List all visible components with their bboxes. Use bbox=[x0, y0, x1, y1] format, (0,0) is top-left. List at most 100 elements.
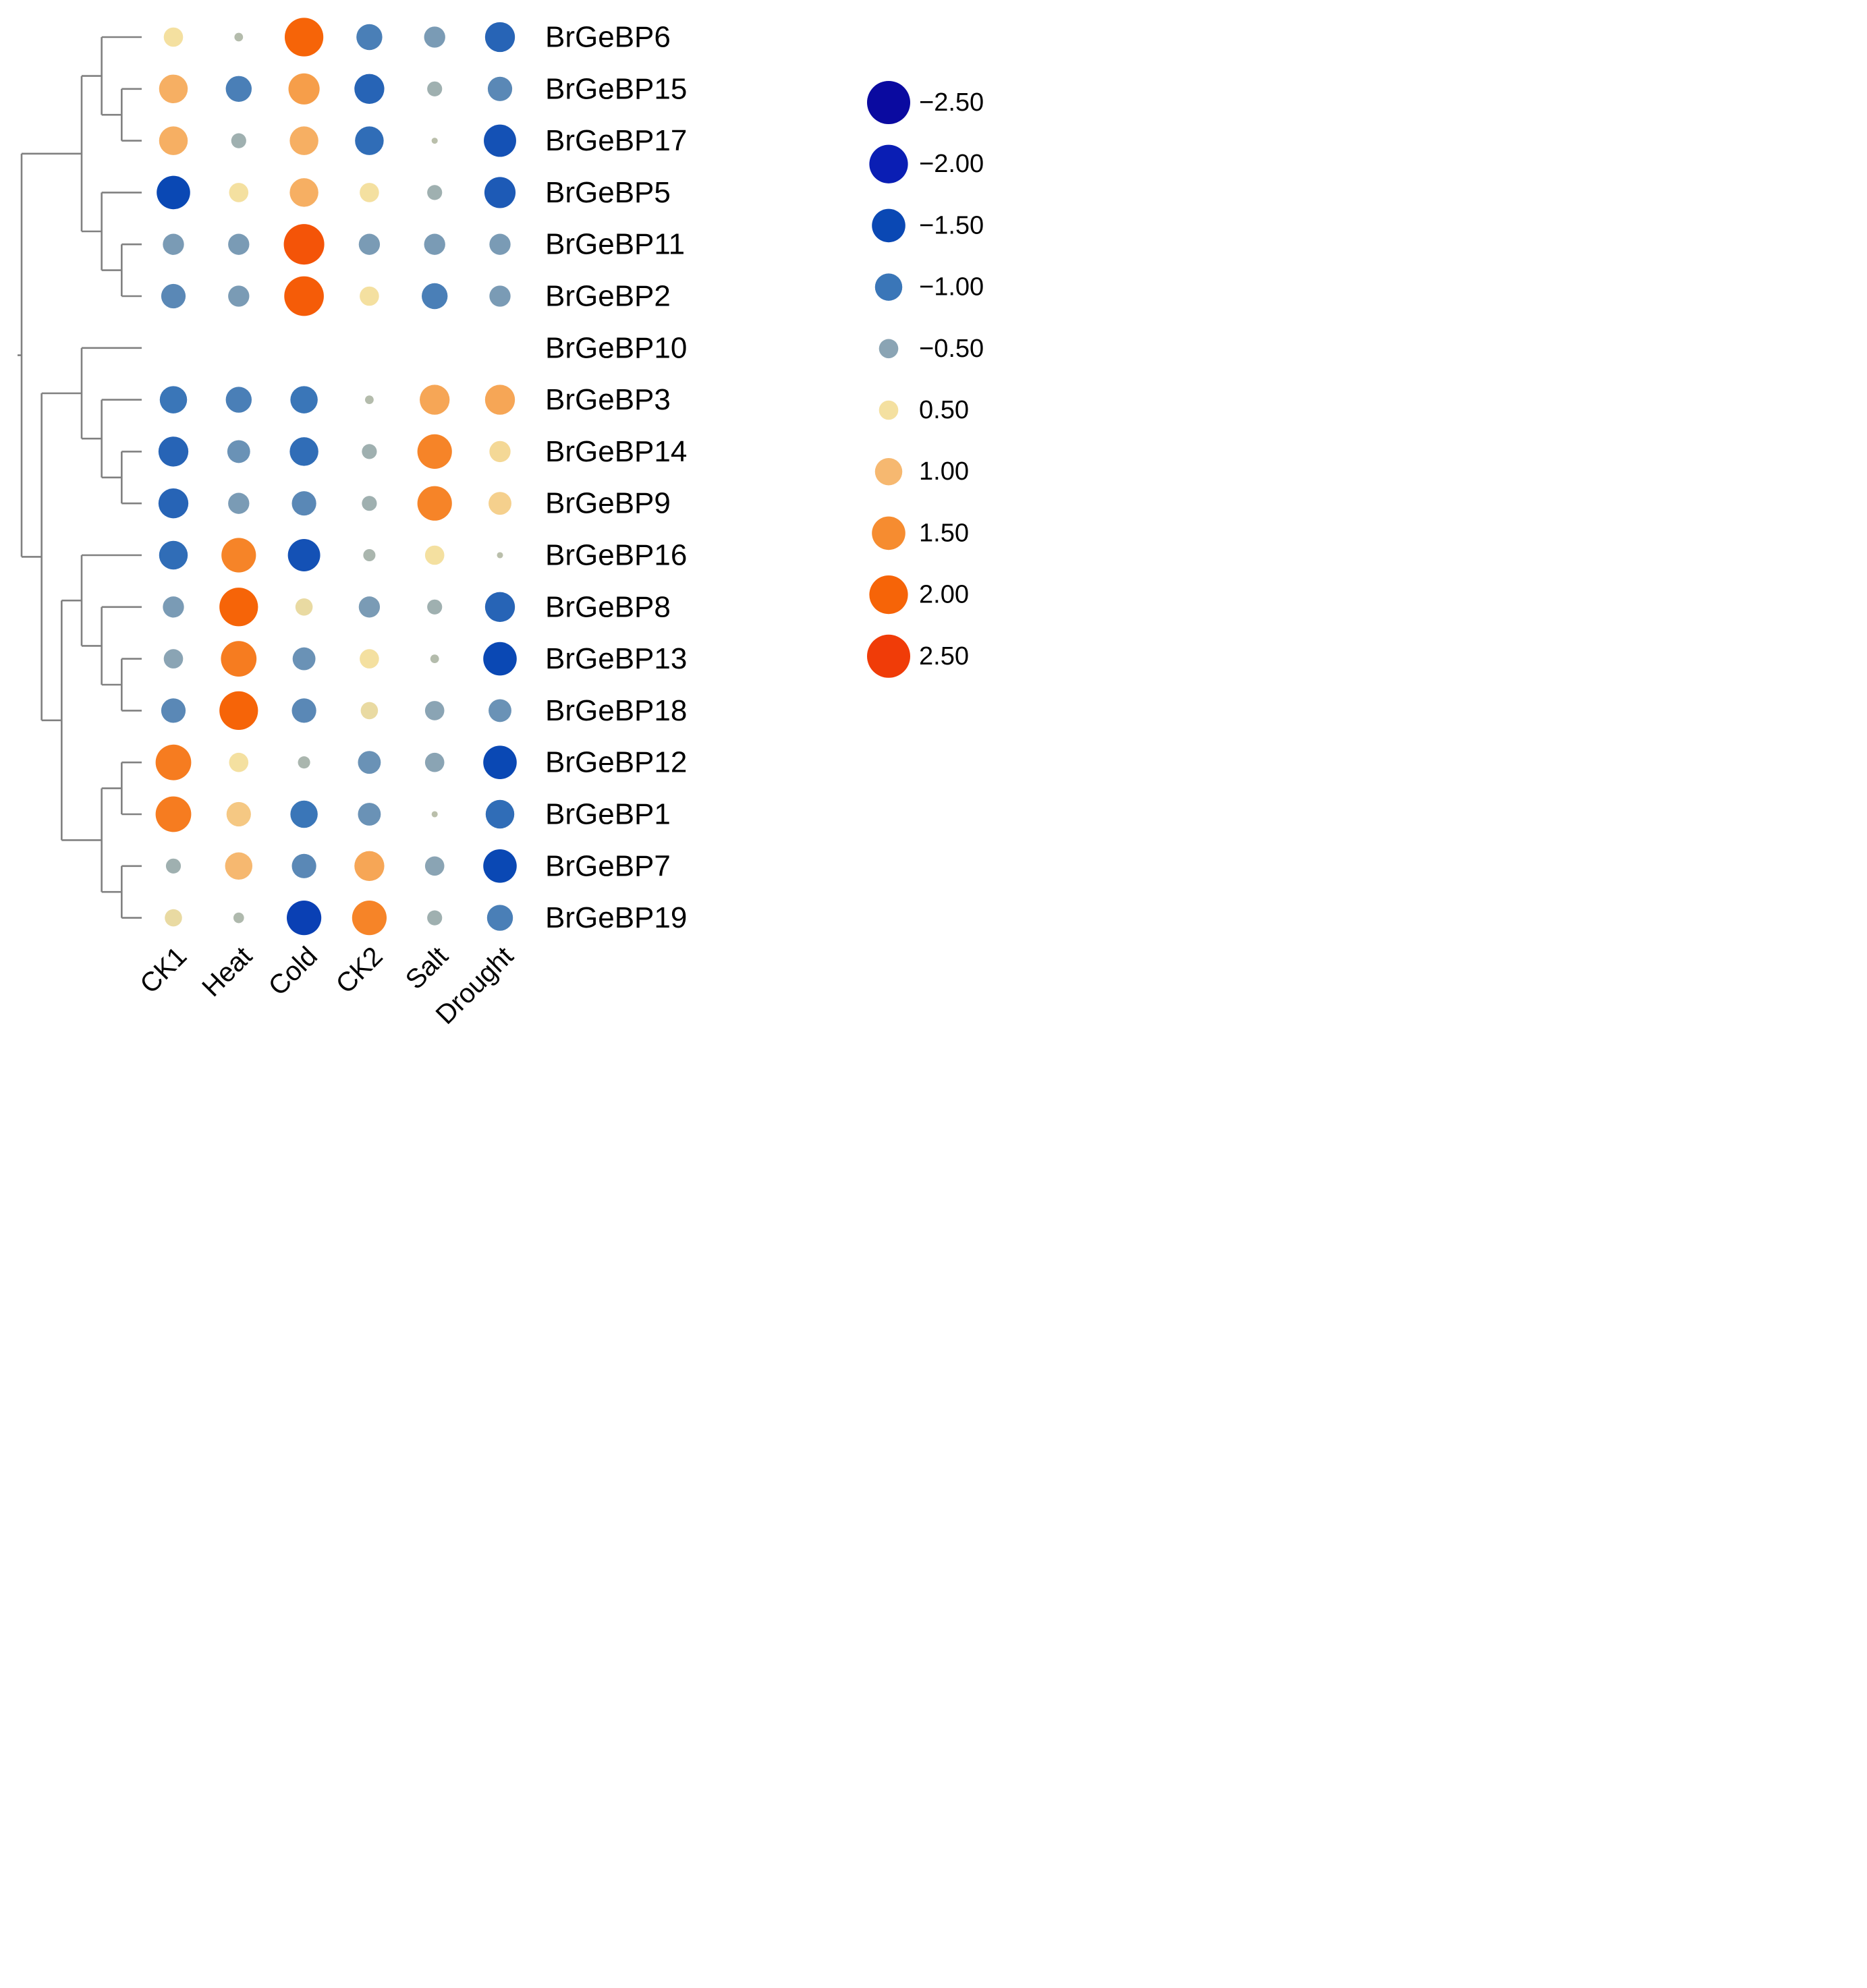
dot-heatmap-figure: BrGeBP6 BrGeBP15 BrGeBP17 BrGeBP5 BrGeBP11 Br… bbox=[18, 18, 984, 1030]
legend-swatch bbox=[869, 144, 908, 183]
dot-brgebp2-ck2 bbox=[360, 286, 379, 306]
dot-brgebp13-drought bbox=[483, 642, 517, 676]
dot-brgebp7-drought bbox=[483, 849, 517, 883]
dot-brgebp8-ck1 bbox=[163, 596, 184, 618]
dot-brgebp6-cold bbox=[284, 18, 324, 57]
dot-brgebp13-ck2 bbox=[360, 649, 379, 669]
dot-brgebp17-drought bbox=[484, 124, 516, 157]
dot-brgebp1-salt bbox=[431, 811, 438, 818]
gene-label: BrGeBP18 bbox=[545, 694, 687, 727]
dot-brgebp7-heat bbox=[225, 852, 253, 880]
gene-label: BrGeBP8 bbox=[545, 590, 671, 623]
dot-brgebp9-salt bbox=[417, 486, 452, 521]
dot-brgebp6-ck2 bbox=[356, 24, 383, 51]
dot-brgebp19-heat bbox=[233, 912, 244, 924]
dot-brgebp15-cold bbox=[288, 73, 320, 105]
dot-brgebp2-heat bbox=[228, 285, 250, 307]
dot-brgebp16-ck1 bbox=[159, 540, 188, 570]
dot-brgebp13-heat bbox=[221, 641, 257, 677]
dot-brgebp14-drought bbox=[489, 441, 511, 463]
dot-brgebp15-heat bbox=[225, 76, 252, 102]
dot-brgebp1-cold bbox=[290, 800, 318, 828]
dot-brgebp1-ck1 bbox=[155, 796, 192, 832]
gene-label: BrGeBP14 bbox=[545, 435, 687, 468]
legend-swatch bbox=[872, 208, 905, 243]
dot-brgebp3-salt bbox=[420, 385, 450, 415]
dot-brgebp1-ck2 bbox=[358, 803, 381, 826]
legend-swatch bbox=[867, 81, 910, 124]
gene-label: BrGeBP15 bbox=[545, 72, 687, 105]
dot-brgebp8-drought bbox=[484, 592, 515, 622]
dot-brgebp2-ck1 bbox=[161, 283, 186, 309]
dot-brgebp15-salt bbox=[427, 81, 443, 96]
dot-brgebp1-drought bbox=[485, 799, 515, 829]
dot-brgebp11-ck1 bbox=[163, 233, 184, 255]
dot-brgebp12-cold bbox=[298, 756, 310, 769]
dot-brgebp12-ck2 bbox=[358, 751, 381, 774]
dot-brgebp5-cold bbox=[289, 178, 318, 207]
dot-brgebp1-heat bbox=[226, 801, 251, 827]
legend-swatch bbox=[872, 516, 905, 550]
legend-swatch bbox=[874, 273, 903, 301]
gene-label: BrGeBP9 bbox=[545, 487, 671, 520]
column-label-ck1: CK1 bbox=[134, 941, 192, 999]
gene-label: BrGeBP7 bbox=[545, 849, 671, 882]
dot-brgebp8-cold bbox=[295, 598, 313, 616]
legend-swatch bbox=[867, 634, 910, 678]
dot-brgebp14-cold bbox=[289, 437, 318, 466]
dot-brgebp16-cold bbox=[287, 539, 321, 571]
dot-brgebp7-salt bbox=[424, 856, 445, 876]
gene-label: BrGeBP12 bbox=[545, 746, 687, 779]
dot-brgebp11-heat bbox=[228, 233, 250, 255]
dot-brgebp12-heat bbox=[229, 752, 249, 772]
dot-brgebp8-heat bbox=[219, 588, 258, 627]
dot-brgebp9-heat bbox=[228, 492, 250, 514]
dot-brgebp5-drought bbox=[484, 177, 516, 208]
gene-label: BrGeBP13 bbox=[545, 642, 687, 675]
dot-brgebp3-drought bbox=[484, 385, 515, 415]
column-label-heat: Heat bbox=[196, 941, 258, 1002]
dot-brgebp19-cold bbox=[287, 901, 322, 936]
dot-brgebp18-cold bbox=[291, 698, 316, 723]
dot-brgebp11-salt bbox=[424, 233, 445, 255]
gene-label: BrGeBP10 bbox=[545, 331, 687, 364]
legend-label: −2.50 bbox=[919, 88, 984, 117]
legend-label: −1.50 bbox=[919, 211, 984, 239]
dot-brgebp14-salt bbox=[417, 434, 452, 470]
gene-label-list: BrGeBP6 BrGeBP15 BrGeBP17 BrGeBP5 BrGeBP11 Br… bbox=[545, 21, 687, 935]
size-color-legend: −2.50 −2.00 −1.50 −1.00 −0.50 0.50 1.00 1.50 2.0… bbox=[867, 81, 984, 678]
dot-brgebp11-drought bbox=[489, 233, 511, 255]
gene-label: BrGeBP11 bbox=[545, 228, 685, 261]
dot-brgebp16-heat bbox=[221, 538, 256, 573]
legend-swatch bbox=[869, 575, 908, 615]
gene-label: BrGeBP19 bbox=[545, 901, 687, 934]
dot-brgebp17-salt bbox=[431, 138, 438, 144]
dot-brgebp19-drought bbox=[486, 905, 513, 931]
dot-brgebp6-salt bbox=[424, 26, 445, 48]
dot-brgebp18-heat bbox=[219, 691, 258, 731]
dot-brgebp2-cold bbox=[284, 276, 324, 316]
dot-brgebp12-salt bbox=[424, 752, 445, 772]
dot-brgebp12-ck1 bbox=[155, 744, 192, 780]
dot-brgebp7-cold bbox=[291, 853, 316, 878]
gene-label: BrGeBP16 bbox=[545, 539, 687, 572]
legend-label: −0.50 bbox=[919, 335, 984, 363]
dot-brgebp13-ck1 bbox=[163, 649, 184, 669]
dot-brgebp8-ck2 bbox=[358, 596, 381, 618]
dot-brgebp14-ck2 bbox=[362, 444, 377, 459]
dot-brgebp13-cold bbox=[292, 647, 316, 671]
dot-brgebp6-heat bbox=[234, 32, 244, 42]
gene-label: BrGeBP6 bbox=[545, 21, 671, 54]
dot-brgebp11-cold bbox=[283, 224, 325, 265]
gene-label: BrGeBP2 bbox=[545, 280, 671, 313]
dot-brgebp5-heat bbox=[229, 183, 249, 202]
gene-label: BrGeBP1 bbox=[545, 798, 671, 831]
dot-brgebp15-ck1 bbox=[159, 74, 188, 104]
dot-brgebp5-ck2 bbox=[360, 183, 379, 202]
dot-brgebp9-cold bbox=[291, 491, 316, 516]
dot-brgebp17-heat bbox=[231, 133, 246, 148]
dot-brgebp19-salt bbox=[427, 910, 443, 926]
legend-label: 1.00 bbox=[919, 457, 969, 486]
dot-brgebp9-ck1 bbox=[158, 488, 189, 519]
